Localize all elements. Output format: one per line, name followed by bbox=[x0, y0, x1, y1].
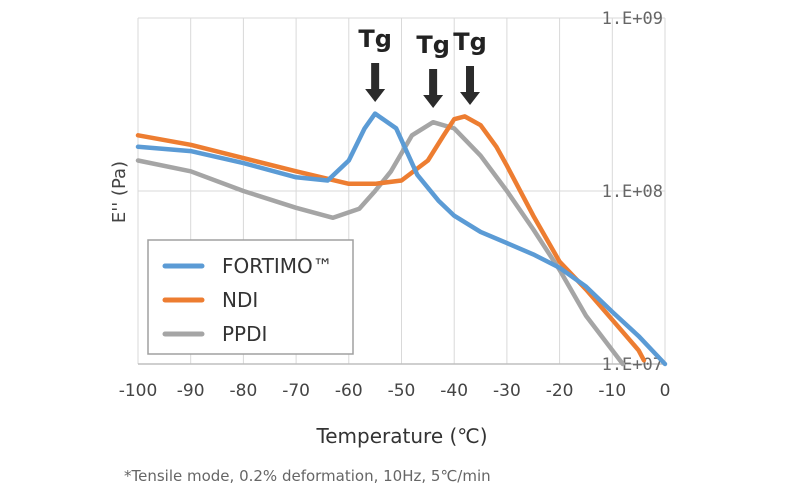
x-tick-label: -70 bbox=[282, 381, 310, 401]
legend-label: FORTIMO™ bbox=[222, 254, 333, 278]
tg-label: Tg bbox=[416, 31, 450, 59]
x-tick-label: -50 bbox=[388, 381, 416, 401]
y-tick-label: 1.E+09 bbox=[602, 9, 663, 29]
x-tick-label: -20 bbox=[546, 381, 574, 401]
legend-label: PPDI bbox=[222, 322, 267, 346]
x-tick-label: -90 bbox=[177, 381, 205, 401]
footnote: *Tensile mode, 0.2% deformation, 10Hz, 5… bbox=[124, 467, 491, 485]
grid bbox=[137, 17, 666, 365]
series-lines bbox=[135, 111, 668, 367]
x-tick-label: -100 bbox=[119, 381, 158, 401]
tg-label: Tg bbox=[453, 28, 487, 56]
x-tick-label: -30 bbox=[493, 381, 521, 401]
y-tick-label: 1.E+08 bbox=[602, 182, 663, 202]
x-tick-label: -80 bbox=[230, 381, 258, 401]
legend: FORTIMO™ NDI PPDI bbox=[147, 239, 354, 355]
series-line-fortimo bbox=[135, 111, 668, 367]
down-arrow-icon bbox=[460, 66, 481, 105]
x-tick-label: 0 bbox=[660, 381, 671, 401]
x-axis-label: Temperature (℃) bbox=[315, 424, 487, 448]
x-tick-labels: -100 -90 -80 -70 -60 -50 -40 -30 -20 -10 0 bbox=[119, 381, 671, 401]
x-tick-label: -10 bbox=[598, 381, 626, 401]
tg-annotations: Tg Tg Tg bbox=[358, 25, 487, 108]
down-arrow-icon bbox=[365, 63, 386, 102]
y-axis-label: E'' (Pa) bbox=[109, 161, 130, 223]
tg-label: Tg bbox=[358, 25, 392, 53]
down-arrow-icon bbox=[423, 69, 444, 108]
series-line-ppdi bbox=[135, 119, 626, 367]
y-tick-label: 1.E+07 bbox=[602, 355, 663, 375]
legend-label: NDI bbox=[222, 288, 258, 312]
x-tick-label: -60 bbox=[335, 381, 363, 401]
x-tick-label: -40 bbox=[440, 381, 468, 401]
